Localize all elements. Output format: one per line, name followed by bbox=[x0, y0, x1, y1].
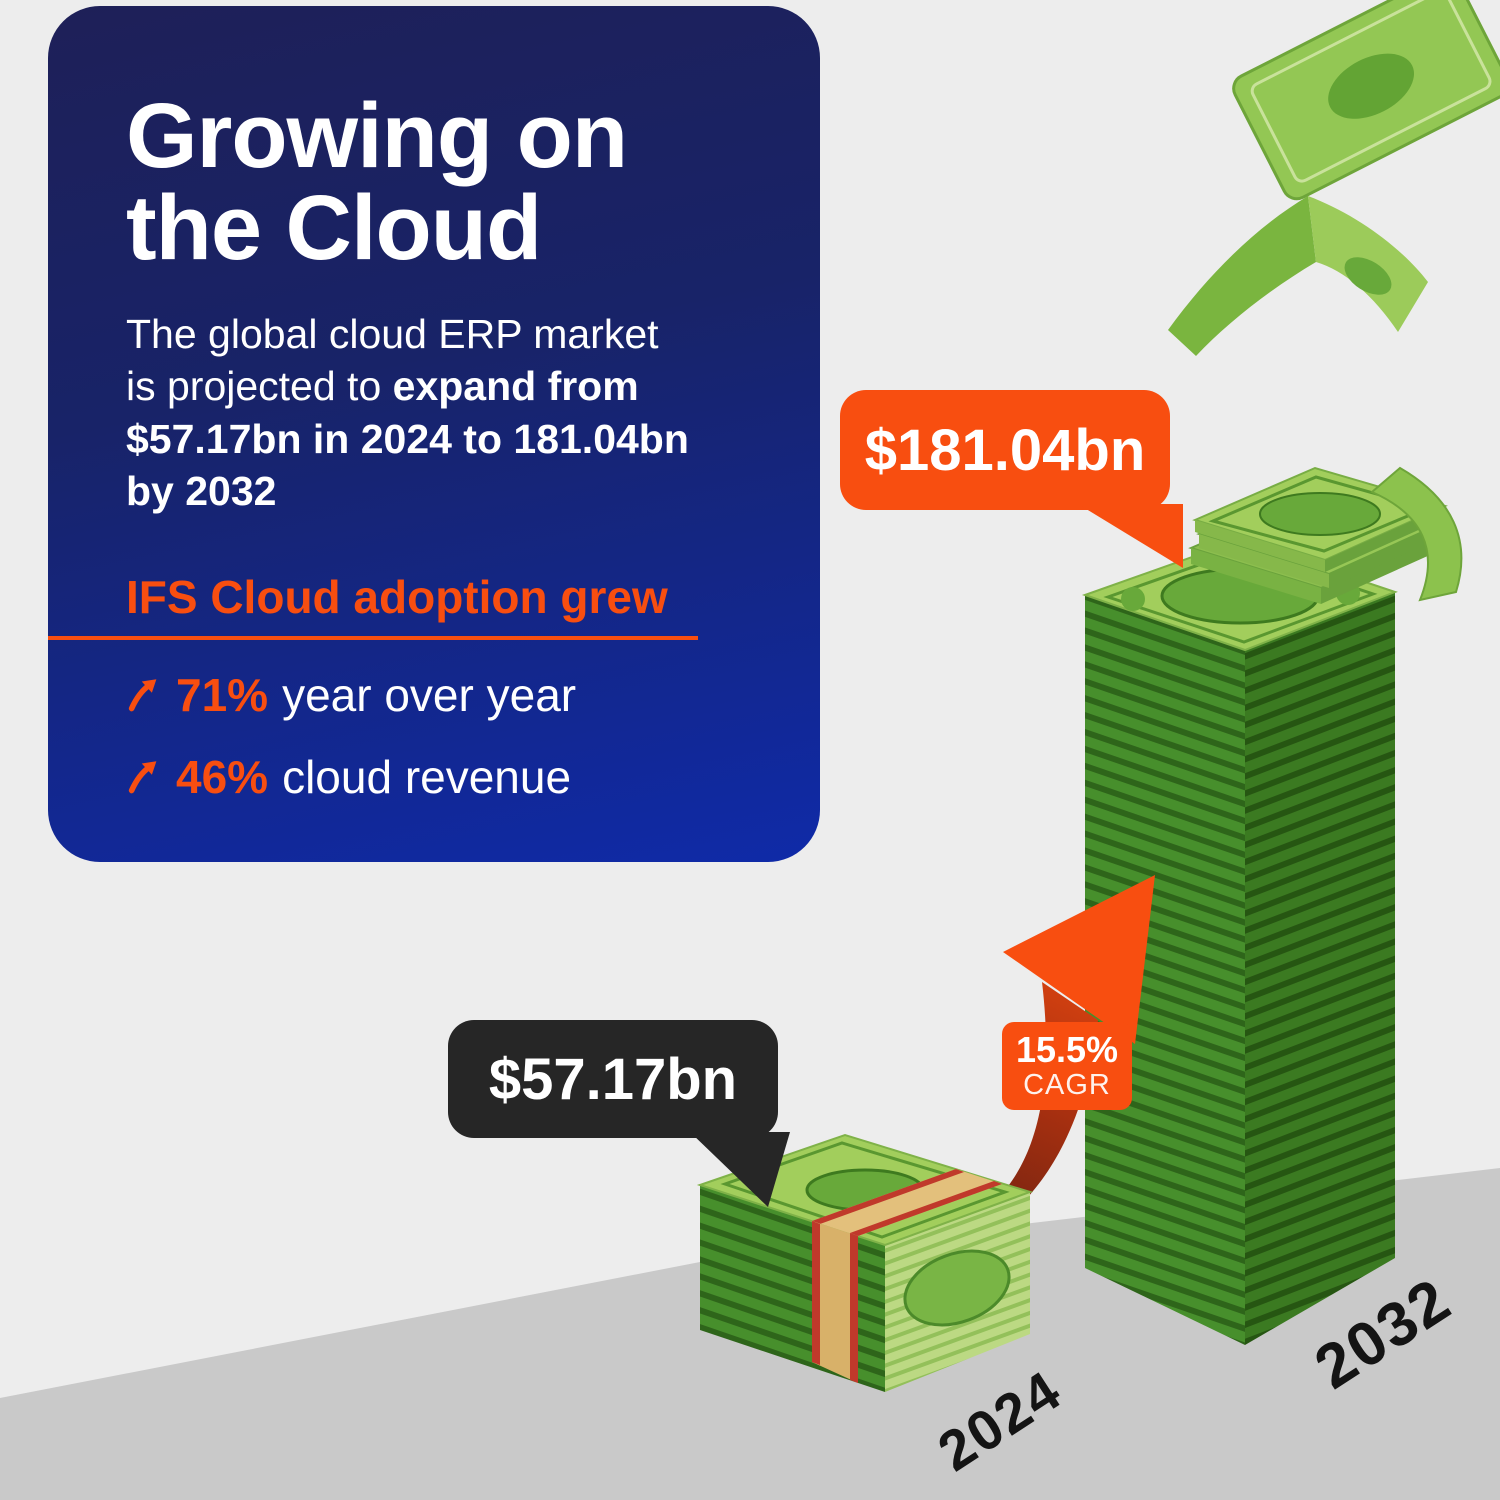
stat-row-revenue: 46% cloud revenue bbox=[126, 750, 764, 804]
money-stack-2024 bbox=[696, 1133, 1034, 1392]
flying-bill-top bbox=[1232, 0, 1500, 201]
value-bubble-2032: $181.04bn bbox=[840, 390, 1183, 568]
cagr-label: CAGR bbox=[1023, 1068, 1111, 1101]
body-regular: The global cloud ERP market is projected… bbox=[126, 311, 659, 410]
stat-row-yoy: 71% year over year bbox=[126, 668, 764, 722]
title-line-1: Growing on bbox=[126, 85, 628, 187]
growth-arrow-icon bbox=[128, 679, 157, 712]
cagr-badge: 15.5% CAGR bbox=[1002, 1022, 1132, 1110]
page-title: Growing on the Cloud bbox=[126, 90, 764, 274]
growth-arrow-icon bbox=[128, 761, 157, 794]
section-underline bbox=[48, 635, 698, 640]
title-line-2: the Cloud bbox=[126, 177, 542, 279]
value-2024: $57.17bn bbox=[488, 1046, 738, 1112]
value-bubble-2024: $57.17bn bbox=[448, 1020, 790, 1207]
cagr-value: 15.5% bbox=[1015, 1028, 1119, 1070]
stat-label: cloud revenue bbox=[282, 750, 572, 803]
section-title: IFS Cloud adoption grew bbox=[126, 570, 668, 623]
stat-value: 71% bbox=[176, 668, 269, 721]
stat-value: 46% bbox=[176, 750, 269, 803]
card-body: The global cloud ERP market is projected… bbox=[126, 308, 692, 518]
stat-label: year over year bbox=[282, 668, 577, 721]
flying-bill-folded bbox=[1168, 196, 1428, 356]
bill-wad-on-stack bbox=[1188, 466, 1463, 604]
body-bold: expand from $57.17bn in 2024 to 181.04bn… bbox=[126, 363, 689, 515]
adoption-section: IFS Cloud adoption grew 71% year over ye… bbox=[48, 570, 764, 804]
info-card: Growing on the Cloud The global cloud ER… bbox=[48, 6, 820, 862]
value-2032: $181.04bn bbox=[864, 417, 1146, 483]
